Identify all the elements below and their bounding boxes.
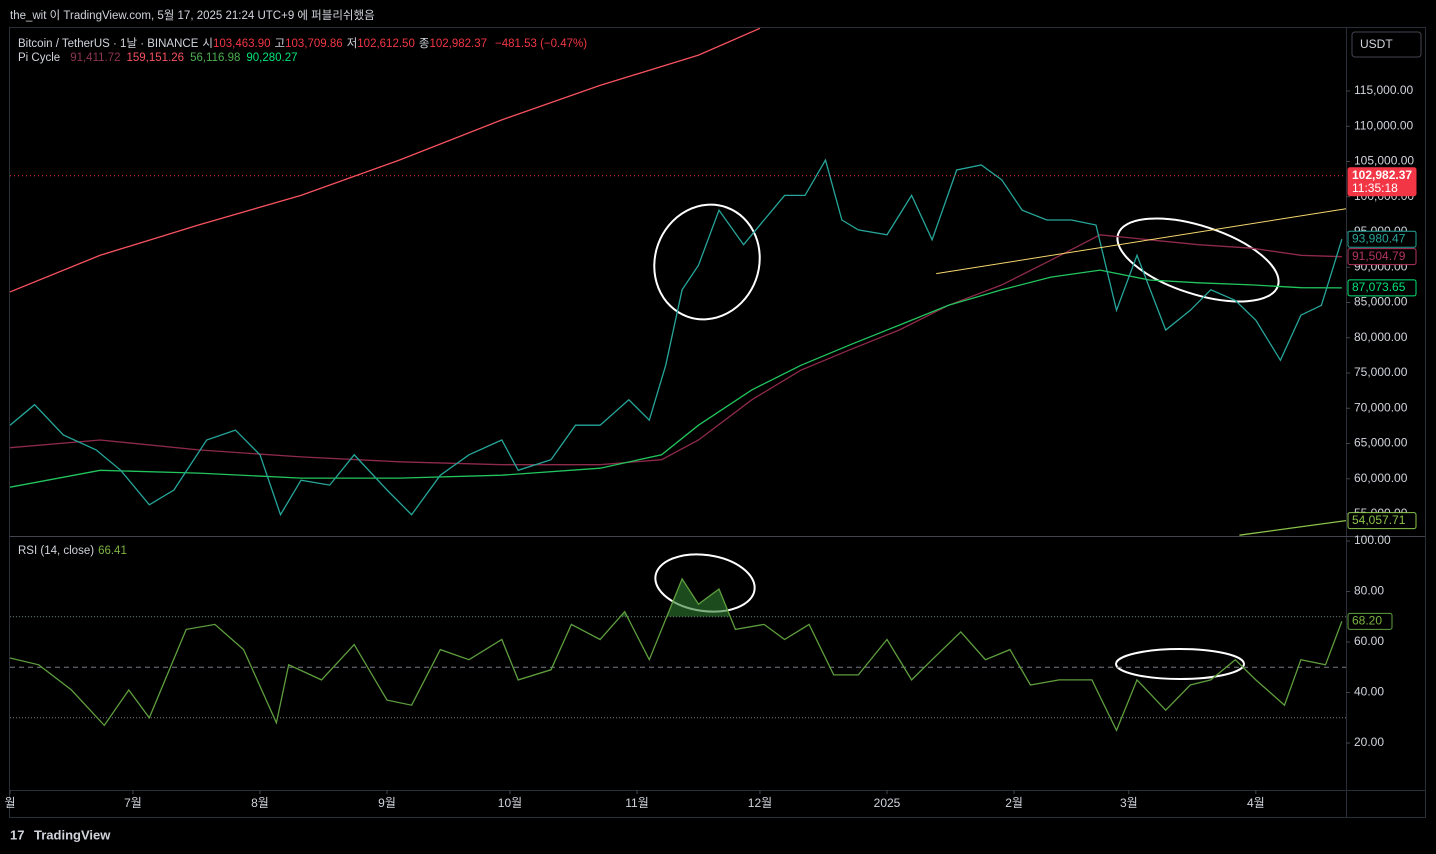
hand-circle xyxy=(1115,648,1245,680)
indicator-value: 91,411.72 xyxy=(70,52,121,64)
ohlc-name: 저 xyxy=(346,38,358,50)
x-tick-label: 월 xyxy=(4,796,15,810)
price-label: 91,504.79 xyxy=(1352,249,1406,263)
y-tick-label: 20.00 xyxy=(1354,735,1384,749)
series-line xyxy=(10,158,1343,517)
series-line xyxy=(10,28,761,293)
x-tick-label: 2월 xyxy=(1005,796,1023,810)
brand-logo: 17 xyxy=(10,827,24,842)
y-tick-label: 60.00 xyxy=(1354,634,1384,648)
indicator-value: 90,280.27 xyxy=(246,52,298,64)
indicator-value: 159,151.26 xyxy=(126,52,185,64)
rsi-legend: RSI (14, close) 66.41 xyxy=(18,545,131,557)
x-tick-label: 12월 xyxy=(748,796,772,810)
ohlc-name: 시 xyxy=(202,38,213,50)
frame xyxy=(9,27,1426,818)
x-tick-label: 11월 xyxy=(625,796,649,810)
price-label-box xyxy=(1347,167,1417,197)
y-tick-label: 80,000.00 xyxy=(1354,330,1408,344)
overbought-area xyxy=(10,578,1342,617)
y-tick-label: 70,000.00 xyxy=(1354,400,1408,414)
series-line xyxy=(10,269,1342,488)
indicator-legend: Pi Cycle 91,411.72 159,151.26 56,116.98 90,2… xyxy=(18,52,302,64)
value-label: 68.20 xyxy=(1352,614,1382,628)
ohlc-name: 종 xyxy=(418,38,430,50)
x-tick-label: 2025 xyxy=(874,796,901,810)
x-tick-label: 3월 xyxy=(1120,796,1138,810)
y-tick-label: 60,000.00 xyxy=(1354,471,1408,485)
x-tick-label: 10월 xyxy=(498,796,522,810)
ohlc: 시103,463.90 고103,709.86 저102,612.50 종102,98… xyxy=(202,38,491,50)
price-label: 54,057.71 xyxy=(1352,513,1406,527)
ohlc-value: 102,612.50 xyxy=(357,38,415,50)
series-line xyxy=(10,577,1343,732)
y-tick-label: 40.00 xyxy=(1354,685,1384,699)
y-tick-label: 80.00 xyxy=(1354,584,1384,598)
price-label-box xyxy=(1347,248,1417,266)
plot xyxy=(10,28,1346,536)
y-tick-label: 105,000.00 xyxy=(1354,154,1414,168)
y-tick-label: 100.00 xyxy=(1354,533,1391,547)
x-tick-label: 8월 xyxy=(251,796,269,810)
annotations xyxy=(653,203,1280,680)
y-tick-label: 115,000.00 xyxy=(1354,83,1413,97)
y-tick-label: 110,000.00 xyxy=(1354,118,1413,132)
indicator-values: 91,411.72 159,151.26 56,116.98 90,280.27 xyxy=(64,52,297,64)
x-tick-label: 7월 xyxy=(124,796,142,810)
ohlc-value: 102,982.37 xyxy=(429,38,487,50)
currency-button[interactable] xyxy=(1351,31,1422,58)
value-label-box xyxy=(1347,612,1393,630)
rsi-value: 66.41 xyxy=(98,545,127,557)
x-tick-label: 9월 xyxy=(378,796,396,810)
y-tick-label: 85,000.00 xyxy=(1354,295,1408,309)
trendline xyxy=(936,208,1346,275)
brand: TradingView xyxy=(34,827,111,842)
price-header: Bitcoin / TetherUS · 1날 · BINANCE 시103,46… xyxy=(18,35,591,51)
price-label-time: 11:35:18 xyxy=(1352,181,1398,195)
plot xyxy=(10,577,1346,732)
currency[interactable]: USDT xyxy=(1360,37,1393,51)
price-label-box xyxy=(1347,230,1417,248)
ohlc-value: 103,709.86 xyxy=(285,38,343,50)
published-note: the_wit 이 TradingView.com, 5월 17, 2025 2… xyxy=(10,10,375,22)
price-label-box xyxy=(1347,512,1417,530)
rsi-name: RSI (14, close) xyxy=(18,545,95,557)
price-label: 102,982.37 xyxy=(1352,168,1412,182)
price-label: 93,980.47 xyxy=(1352,231,1406,245)
ohlc-name: 고 xyxy=(274,38,286,50)
series-line xyxy=(1239,519,1346,536)
ohlc-value: 103,463.90 xyxy=(212,38,271,50)
y-tick-label: 75,000.00 xyxy=(1354,365,1408,379)
price-label: 87,073.65 xyxy=(1352,280,1406,294)
y-tick-label: 65,000.00 xyxy=(1354,436,1408,450)
price-label-box xyxy=(1347,279,1417,297)
symbol: Bitcoin / TetherUS · 1날 · BINANCE xyxy=(18,38,199,50)
hand-circle xyxy=(653,203,761,321)
indicator-value: 56,116.98 xyxy=(190,52,241,64)
change: −481.53 (−0.47%) xyxy=(495,38,588,50)
x-tick-label: 4월 xyxy=(1247,796,1265,810)
indicator-name: Pi Cycle xyxy=(18,52,61,64)
